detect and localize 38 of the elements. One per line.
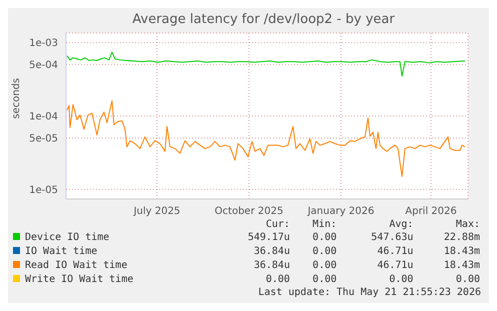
text: Max:	[454, 219, 481, 231]
text: 46.71u	[376, 259, 414, 273]
legend-label: Read IO Wait time	[24, 259, 128, 273]
line-series	[66, 100, 466, 177]
text: 0.00	[312, 259, 338, 273]
text: 36.84u	[252, 245, 291, 259]
y-tick-label: 1e-05	[29, 184, 58, 196]
x-tick-label: October 2025	[214, 206, 284, 218]
text: 0.00	[264, 273, 291, 287]
y-tick-label: 5e-05	[29, 134, 58, 145]
y-tick-label: 5e-04	[29, 60, 58, 72]
legend-label: IO Wait time	[24, 245, 98, 259]
line-series	[66, 52, 466, 77]
text: 0.00	[312, 245, 338, 259]
text: 0.00	[388, 273, 414, 287]
text: 18.43m	[442, 245, 481, 259]
text: 46.71u	[376, 245, 414, 259]
legend-label: Write IO Wait time	[24, 273, 134, 287]
text: Min:	[312, 219, 338, 231]
text: 22.88m	[442, 231, 481, 245]
y-axis-title: seconds	[11, 78, 22, 119]
text: Last update: Thu May 21 21:55:23 2026	[257, 287, 482, 299]
x-tick-label: January 2026	[306, 206, 374, 218]
chart-title: Average latency for /dev/loop2 - by year	[131, 11, 396, 29]
y-tick-label: 1e-03	[29, 38, 58, 50]
legend-label: Device IO time	[24, 231, 110, 245]
text: 0.00	[454, 273, 481, 287]
x-tick-label: July 2025	[132, 206, 180, 218]
text: 18.43m	[442, 259, 481, 273]
text: 0.00	[312, 231, 338, 245]
text: 547.63u	[370, 231, 414, 245]
text: Cur:	[264, 219, 291, 231]
text: Avg:	[388, 219, 414, 231]
x-tick-label: April 2026	[405, 206, 457, 218]
text: 36.84u	[252, 259, 291, 273]
text: 549.17u	[246, 231, 291, 245]
text: 0.00	[312, 273, 338, 287]
y-tick-label: 1e-04	[29, 112, 58, 123]
